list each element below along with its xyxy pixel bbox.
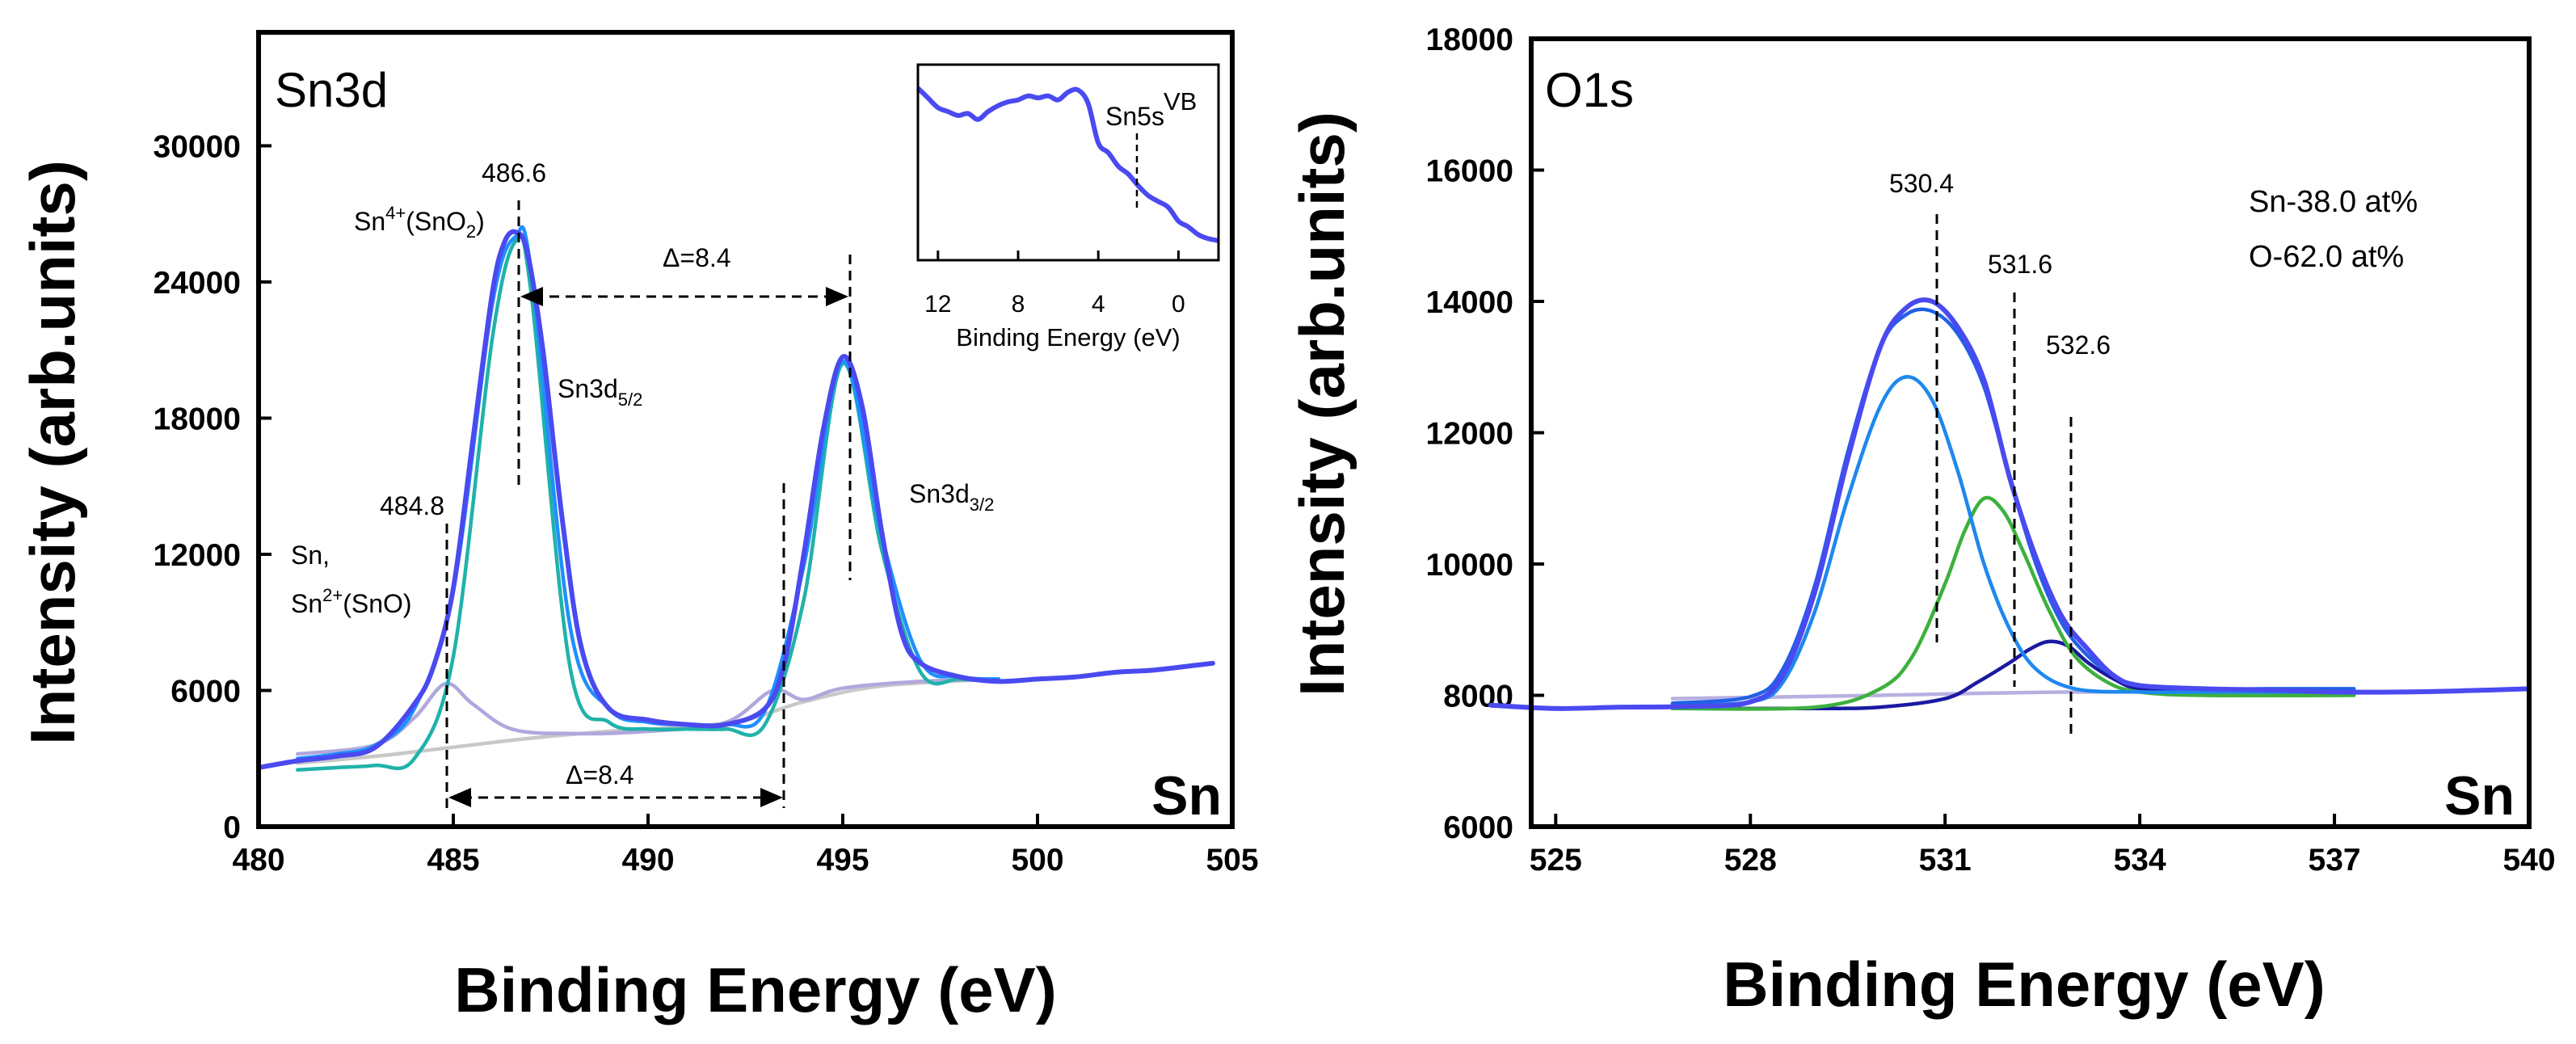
o1s-panel: Intensity (arb.units) Binding Energy (eV… — [1286, 23, 2556, 1020]
vb-inset-ticks: 12 8 4 0 — [924, 250, 1185, 318]
sn3d-split-top-arrowhead-right — [826, 287, 848, 306]
vb-inset-series — [915, 86, 1219, 243]
sn3d-ticks: 480 485 490 495 500 5050600012000180002400030… — [154, 129, 1259, 878]
sn3d-xtick-label: 490 — [621, 843, 674, 878]
o1s-series — [1488, 297, 2532, 711]
o1s-panel-title: O1s — [1545, 63, 1634, 117]
sn3d-panel-title: Sn3d — [275, 63, 388, 117]
sn3d-species-main-close: ) — [476, 207, 485, 236]
sn3d-ytick-label: 24000 — [154, 266, 241, 301]
sn3d-species-metal-line2: Sn2+(SnO) — [291, 585, 412, 618]
o1s-ytick-label: 14000 — [1426, 285, 1513, 320]
sn3d-species-metal-rest: (SnO) — [343, 589, 411, 618]
o1s-ytick-label: 16000 — [1426, 154, 1513, 189]
vb-inset: 12 8 4 0 Sn5s VB Binding Energy (eV) — [915, 63, 1220, 352]
sn3d-split-bottom-label: Δ=8.4 — [566, 760, 634, 789]
sn3d-ylabel: Intensity (arb.units) — [17, 160, 88, 745]
sn3d-ytick-label: 12000 — [154, 538, 241, 573]
sn3d-xtick-label: 495 — [816, 843, 869, 878]
o1s-xtick-label: 525 — [1530, 843, 1582, 878]
vb-label: VB — [1164, 87, 1197, 116]
o1s-peak-3-label: 532.6 — [2046, 330, 2111, 360]
sn3d-label-52: Sn3d5/2 — [558, 374, 642, 410]
vb-inset-frame — [916, 63, 1220, 262]
sn3d-corner-label: Sn — [1151, 765, 1222, 827]
sn3d-split-bottom-arrowhead-right — [760, 788, 783, 807]
sn3d-ytick-label: 18000 — [154, 402, 241, 436]
o1s-peak-2-label: 531.6 — [1988, 250, 2052, 279]
o1s-series-raw-data — [1488, 297, 2532, 711]
o1s-ytick-label: 8000 — [1443, 680, 1513, 714]
vb-inset-xlabel: Binding Energy (eV) — [956, 323, 1180, 352]
sn3d-peak-metal-label: 484.8 — [380, 491, 444, 520]
sn3d-label-32: Sn3d3/2 — [909, 479, 994, 515]
sn3d-split-top-label: Δ=8.4 — [663, 243, 731, 272]
sn3d-species-main-base: Sn — [354, 207, 385, 236]
sn3d-annotations — [445, 200, 852, 808]
vb-inset-series-line — [915, 86, 1219, 243]
o1s-xtick-label: 540 — [2502, 843, 2555, 878]
sn3d-xtick-label: 500 — [1011, 843, 1063, 878]
vb-inset-xtick-label: 12 — [924, 291, 951, 318]
sn3d-species-metal-sup: 2+ — [322, 585, 343, 605]
sn3d-species-main-sup: 4+ — [385, 203, 406, 223]
sn3d-split-top-arrowhead-left — [520, 287, 543, 306]
o1s-xtick-label: 537 — [2309, 843, 2361, 878]
o1s-corner-label: Sn — [2444, 765, 2515, 827]
sn3d-xtick-label: 505 — [1206, 843, 1258, 878]
o1s-series-530-4-component — [1670, 375, 2356, 707]
sn3d-xlabel: Binding Energy (eV) — [454, 954, 1056, 1025]
sn3d-xtick-label: 480 — [232, 843, 284, 878]
sn3d-species-main-sub: 2 — [466, 221, 476, 242]
o1s-xtick-label: 531 — [1919, 843, 1972, 878]
o1s-series-532-6-component — [1670, 639, 2356, 711]
sn3d-arrowheads — [448, 287, 848, 807]
sn3d-frame — [256, 30, 1235, 829]
sn3d-ytick-label: 6000 — [170, 674, 241, 709]
sn3d-label-52-sub: 5/2 — [618, 389, 643, 410]
o1s-ytick-label: 12000 — [1426, 417, 1513, 452]
o1s-ytick-label: 18000 — [1426, 23, 1513, 57]
sn3d-peak-main-label: 486.6 — [482, 158, 546, 187]
o1s-frame — [1529, 36, 2532, 829]
vb-inset-bg — [918, 65, 1219, 260]
o1s-annotations — [1935, 214, 2073, 734]
sn3d-label-52-base: Sn3d — [558, 374, 618, 403]
sn3d-series-raw-data — [256, 229, 1215, 770]
o1s-xtick-label: 534 — [2114, 843, 2166, 878]
o1s-xtick-label: 528 — [1724, 843, 1777, 878]
o1s-xlabel: Binding Energy (eV) — [1723, 949, 2325, 1020]
sn3d-panel: Intensity (arb.units) Binding Energy (eV… — [17, 30, 1259, 1025]
sn3d-label-32-sub: 3/2 — [970, 495, 995, 515]
sn3d-species-metal-base: Sn — [291, 589, 322, 618]
o1s-ticks: 525 528 531 534 537 540 6000 8000 10000 12000 1400… — [1426, 23, 2556, 878]
sn3d-ytick-label: 0 — [223, 810, 241, 845]
sn3d-species-metal-line1: Sn, — [291, 541, 330, 570]
vb-inset-xtick-label: 0 — [1172, 291, 1185, 318]
vb-inset-xtick-label: 4 — [1092, 291, 1105, 318]
sn3d-split-bottom-arrowhead-left — [448, 788, 471, 807]
o1s-ytick-label: 6000 — [1443, 810, 1513, 845]
o1s-peak-1-label: 530.4 — [1889, 169, 1954, 198]
sn3d-label-32-base: Sn3d — [909, 479, 970, 508]
vb-inset-xtick-label: 8 — [1012, 291, 1025, 318]
o1s-composition-o: O-62.0 at% — [2249, 240, 2404, 274]
vb-sn5s-label: Sn5s — [1105, 102, 1164, 131]
sn3d-series — [256, 225, 1215, 772]
sn3d-species-main-paren: (SnO — [406, 207, 466, 236]
o1s-ytick-label: 10000 — [1426, 548, 1513, 583]
sn3d-species-main: Sn4+(SnO2) — [354, 203, 485, 242]
sn3d-xtick-label: 485 — [427, 843, 479, 878]
sn3d-ytick-label: 30000 — [154, 129, 241, 164]
o1s-ylabel: Intensity (arb.units) — [1286, 112, 1357, 697]
o1s-composition-sn: Sn-38.0 at% — [2249, 185, 2418, 219]
sn3d-series-sn-sn2-component — [295, 677, 1001, 756]
